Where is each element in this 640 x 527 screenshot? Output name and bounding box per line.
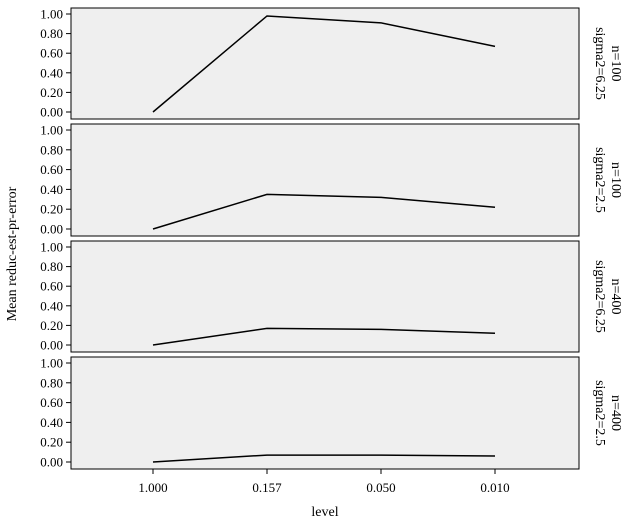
y-tick-label: 0.40 bbox=[40, 298, 63, 313]
panel-background bbox=[71, 8, 579, 119]
strip-line-1: n=400 bbox=[608, 279, 623, 315]
strip-line-2: sigma2=2.5 bbox=[592, 380, 607, 446]
y-tick-label: 0.40 bbox=[40, 415, 63, 430]
y-tick-label: 0.40 bbox=[40, 65, 63, 80]
strip-line-1: n=100 bbox=[608, 162, 623, 198]
y-tick-label: 1.00 bbox=[40, 356, 63, 371]
strip-line-2: sigma2=6.25 bbox=[592, 260, 607, 333]
y-tick-label: 0.20 bbox=[40, 202, 63, 217]
y-tick-label: 1.00 bbox=[40, 240, 63, 255]
panel-3: 0.00 0.20 0.40 0.60 0.80 1.00 n=400sigma2=6.25 bbox=[40, 240, 623, 353]
y-tick-label: 0.00 bbox=[40, 105, 63, 120]
y-tick-label: 0.00 bbox=[40, 455, 63, 470]
y-tick-label: 0.20 bbox=[40, 318, 63, 333]
y-tick-label: 0.60 bbox=[40, 279, 63, 294]
panel-background bbox=[71, 124, 579, 236]
y-tick-label: 0.40 bbox=[40, 182, 63, 197]
x-tick-label: 0.157 bbox=[252, 480, 282, 495]
x-axis-title: level bbox=[311, 505, 338, 520]
x-tick-label: 0.010 bbox=[480, 480, 509, 495]
y-tick-label: 0.60 bbox=[40, 395, 63, 410]
panel-strip-label: n=400sigma2=6.25 bbox=[592, 260, 623, 333]
y-tick-label: 0.80 bbox=[40, 375, 63, 390]
y-tick-label: 0.80 bbox=[40, 259, 63, 274]
panel-1: 0.00 0.20 0.40 0.60 0.80 1.00 n=100sigma2=6.25 bbox=[40, 7, 623, 120]
panel-strip-label: n=100sigma2=6.25 bbox=[592, 27, 623, 100]
y-tick-label: 0.00 bbox=[40, 222, 63, 237]
panel-strip-label: n=400sigma2=2.5 bbox=[592, 380, 623, 446]
panel-strip-label: n=100sigma2=2.5 bbox=[592, 147, 623, 213]
y-tick-label: 0.60 bbox=[40, 162, 63, 177]
x-tick-label: 1.000 bbox=[138, 480, 167, 495]
y-tick-label: 0.80 bbox=[40, 142, 63, 157]
y-tick-label: 1.00 bbox=[40, 7, 63, 22]
y-tick-label: 0.20 bbox=[40, 85, 63, 100]
x-tick-label: 0.050 bbox=[366, 480, 395, 495]
y-tick-label: 0.60 bbox=[40, 46, 63, 61]
y-tick-label: 0.00 bbox=[40, 338, 63, 353]
y-axis-title: Mean reduc-est-pr-error bbox=[5, 186, 20, 321]
strip-line-1: n=100 bbox=[608, 46, 623, 82]
y-tick-label: 1.00 bbox=[40, 123, 63, 138]
panel-4: 0.00 0.20 0.40 0.60 0.80 1.00 n=400sigma2=2.5 bbox=[40, 356, 623, 470]
panel-2: 0.00 0.20 0.40 0.60 0.80 1.00 n=100sigma2=2.5 bbox=[40, 123, 623, 237]
y-tick-label: 0.20 bbox=[40, 435, 63, 450]
strip-line-2: sigma2=6.25 bbox=[592, 27, 607, 100]
strip-line-2: sigma2=2.5 bbox=[592, 147, 607, 213]
y-tick-label: 0.80 bbox=[40, 26, 63, 41]
strip-line-1: n=400 bbox=[608, 395, 623, 431]
panel-background bbox=[71, 241, 579, 352]
panel-background bbox=[71, 357, 579, 469]
